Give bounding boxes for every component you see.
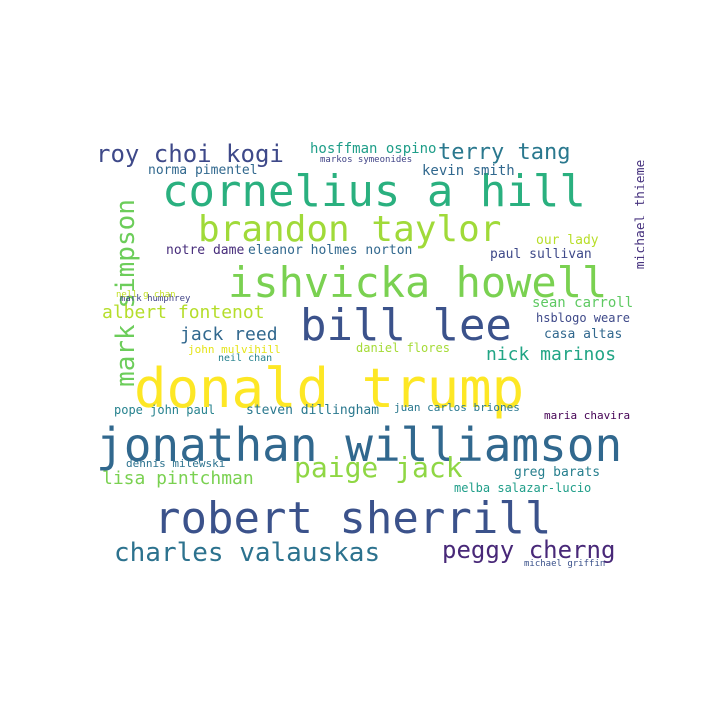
word: cornelius a hill [162,166,586,217]
word: juan carlos briones [394,401,520,414]
word: michael thieme [633,159,644,270]
word: bill lee [300,300,512,351]
word: nell g chan [116,290,176,300]
word: roy choi kogi [96,140,284,168]
word: eleanor holmes norton [248,243,413,258]
word: norma pimentel [148,163,258,178]
word: ishvicka howell [228,258,608,307]
word: donald trump [134,357,525,420]
word: robert sherrill [154,493,552,544]
word: brandon taylor [198,209,502,250]
word: neil chan [218,353,273,364]
word: melba salazar-lucio [454,481,592,495]
word: albert fontenot [102,302,265,323]
word: john mulvihill [188,343,281,356]
word: casa altas [544,327,623,342]
word: hsblogo weare [536,311,630,325]
word: kevin smith [422,163,515,179]
word: terry tang [438,140,571,165]
word: pope john paul [114,403,216,417]
word: greg barats [514,465,601,480]
word: sean carroll [532,295,634,311]
word: charles valauskas [114,538,381,568]
word: paige jack [294,451,463,484]
word: jack reed [180,324,278,345]
word: markos symeonides [320,155,413,165]
word: michael griffin [524,559,606,569]
word: peggy cherng [442,536,616,564]
word: jonathan williamson [96,418,623,472]
word: dennis milewski [126,457,226,470]
word: daniel flores [356,341,450,355]
word: steven dillingham [246,403,380,418]
word: notre dame [166,243,245,258]
word-cloud: donald trump jonathan williamson robert … [96,140,644,570]
word: paul sullivan [490,247,592,262]
word: lisa pintchman [102,468,254,489]
word: nick marinos [486,344,617,365]
word: mark humphrey [120,294,191,304]
word: hosffman ospino [310,141,437,157]
word: our lady [536,233,599,248]
word: maria chavira [544,409,631,422]
